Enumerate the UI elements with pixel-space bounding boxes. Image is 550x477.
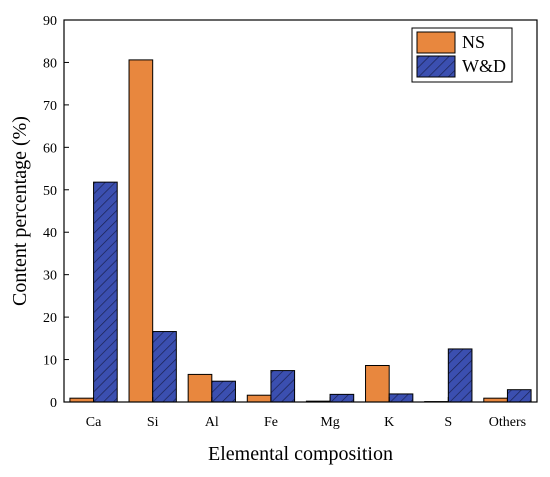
bar-w-d-s xyxy=(447,348,473,403)
bar-w-d-fe xyxy=(270,370,296,403)
x-tick-label: Ca xyxy=(86,415,102,430)
x-tick-label: S xyxy=(444,415,452,430)
bar-w-d-ca xyxy=(93,181,118,403)
x-axis: Ca Si Al Fe Mg K S Others xyxy=(86,397,526,430)
bars-group xyxy=(69,59,532,403)
legend-swatch xyxy=(416,31,456,54)
x-axis-title: Elemental composition xyxy=(208,443,393,465)
y-tick-label: 10 xyxy=(43,354,57,369)
x-tick-label: K xyxy=(384,415,394,430)
y-tick-label: 20 xyxy=(43,311,57,326)
x-tick-label: Si xyxy=(147,415,159,430)
bar-w-d-k xyxy=(388,393,414,403)
bar-w-d-others xyxy=(506,389,532,403)
bar-w-d-si xyxy=(152,331,177,403)
y-tick-label: 80 xyxy=(43,56,57,71)
x-tick-label: Fe xyxy=(264,415,278,430)
bar-ns-si xyxy=(128,59,154,403)
y-tick-label: 70 xyxy=(43,99,57,114)
y-tick-label: 30 xyxy=(43,269,57,284)
legend: NS W&D xyxy=(411,27,513,83)
bar-w-d-al xyxy=(211,380,236,403)
plot-frame xyxy=(63,19,538,403)
legend-label: W&D xyxy=(462,56,506,76)
x-tick-label: Mg xyxy=(320,415,339,430)
x-tick-label: Al xyxy=(205,415,219,430)
bar-ns-k xyxy=(365,364,390,403)
legend-swatch xyxy=(416,55,456,78)
y-tick-label: 60 xyxy=(43,141,57,156)
y-axis-title: Content percentage (%) xyxy=(9,116,31,306)
x-tick-label: Others xyxy=(489,415,526,430)
y-tick-label: 40 xyxy=(43,226,57,241)
y-tick-label: 90 xyxy=(43,14,57,29)
bar-w-d-mg xyxy=(329,393,355,403)
y-axis: 0 10 20 30 40 50 60 70 80 90 xyxy=(43,14,69,411)
legend-label: NS xyxy=(462,32,485,52)
bar-ns-al xyxy=(187,373,213,403)
y-tick-label: 50 xyxy=(43,184,57,199)
y-tick-label: 0 xyxy=(50,396,57,411)
bar-ns-fe xyxy=(246,394,272,403)
